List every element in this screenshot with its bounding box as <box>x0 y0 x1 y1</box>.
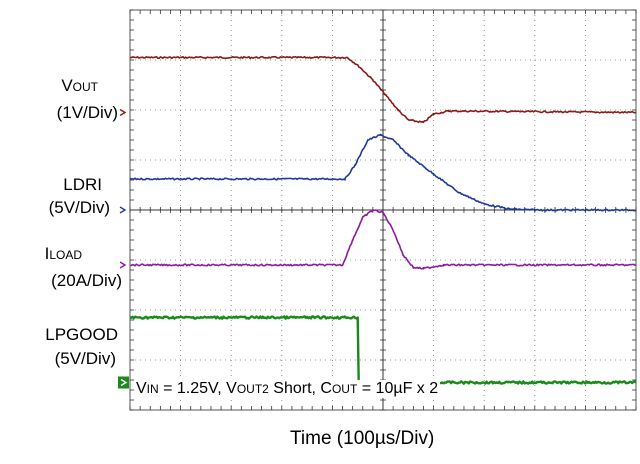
channel-marker-vout <box>119 108 127 117</box>
grid <box>129 9 637 411</box>
channel-scale-ldri: (5V/Div) <box>48 198 110 217</box>
channel-label-lpgood: LPGOOD (5V/Div) <box>10 325 124 369</box>
channel-label-vout: VOUT (1V/Div) <box>12 76 124 123</box>
channel-scale-lpgood: (5V/Div) <box>54 349 116 368</box>
channel-label-ldri: LDRI (5V/Div) <box>12 175 124 218</box>
channel-name-iload: ILOAD <box>44 244 82 263</box>
channel-marker-lpgood <box>118 376 129 389</box>
channel-label-iload: ILOAD (20A/Div) <box>10 244 124 291</box>
channel-marker-lpgood-arrow <box>120 378 128 387</box>
channel-markers <box>118 108 129 389</box>
channel-name-lpgood: LPGOOD <box>45 325 118 344</box>
channel-marker-ldri <box>119 206 127 214</box>
test-conditions-annotation: VIN = 1.25V, VOUT2 Short, COUT = 10µF x … <box>134 380 441 398</box>
channel-name-ldri: LDRI <box>63 175 102 194</box>
traces <box>129 55 637 385</box>
trace-ldri <box>129 133 636 212</box>
trace-iload <box>129 209 637 270</box>
trace-vout <box>129 55 637 124</box>
channel-scale-iload: (20A/Div) <box>51 271 122 290</box>
channel-marker-iload <box>119 261 127 269</box>
channel-name-vout: VOUT <box>61 76 98 95</box>
x-axis-label: Time (100µs/Div) <box>290 428 435 449</box>
channel-scale-vout: (1V/Div) <box>56 103 118 122</box>
